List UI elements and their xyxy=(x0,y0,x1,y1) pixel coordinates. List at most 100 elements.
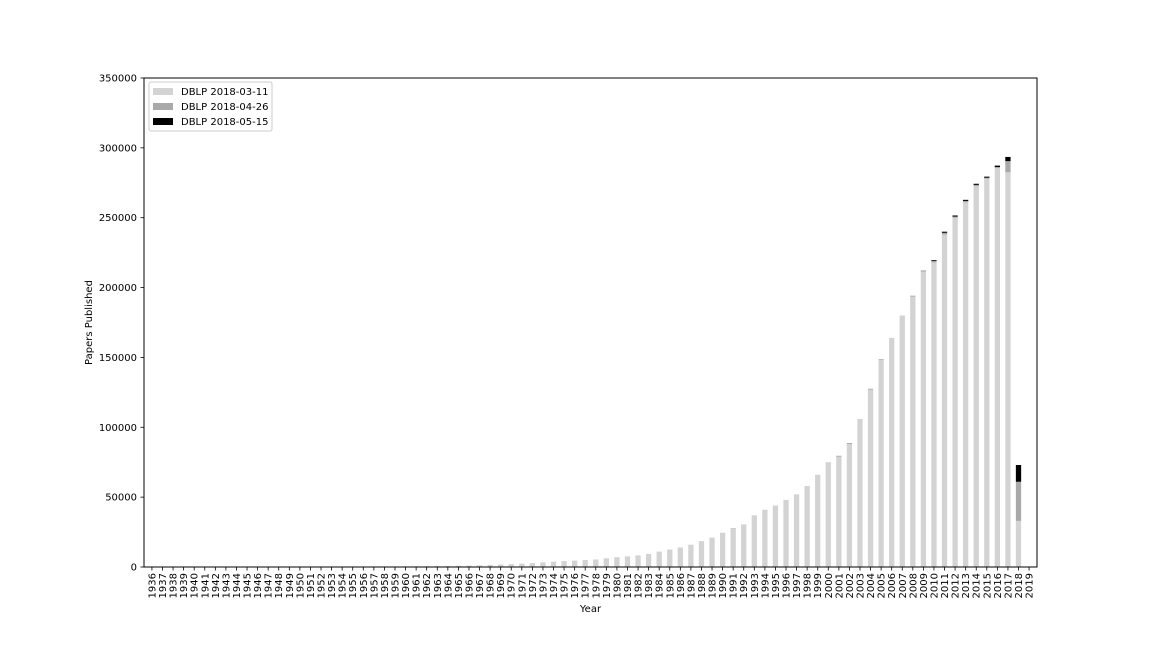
x-tick-label: 2012 xyxy=(951,573,962,598)
bar-2017-series-3 xyxy=(1005,156,1011,162)
bar-2017-series-1 xyxy=(1005,172,1011,567)
bar-2002-series-2 xyxy=(846,443,853,445)
bar-1981-series-1 xyxy=(624,556,631,567)
x-tick-label: 1977 xyxy=(581,573,592,598)
y-tick-label: 350000 xyxy=(99,74,137,85)
x-tick-label: 1969 xyxy=(496,573,507,598)
x-axis-ticks: 1936 1937 1938 1939 1940 1941 1942 1943 1944 1945… xyxy=(147,567,1036,598)
bar-1975-series-1 xyxy=(561,561,567,567)
x-tick-label: 2013 xyxy=(961,573,972,598)
x-tick-label: 1980 xyxy=(612,573,623,598)
x-tick-label: 2010 xyxy=(929,573,940,598)
y-axis-title: Papers Published xyxy=(84,280,95,365)
x-tick-label: 1994 xyxy=(760,573,771,598)
x-tick-label: 1992 xyxy=(739,573,750,598)
x-tick-label: 2003 xyxy=(855,573,866,598)
bar-2003-series-1 xyxy=(857,418,863,567)
x-tick-label: 1984 xyxy=(655,573,666,598)
x-tick-label: 1948 xyxy=(274,573,285,598)
bar-1969-series-1 xyxy=(498,564,504,567)
bar-1972-series-1 xyxy=(529,563,536,567)
x-tick-label: 1978 xyxy=(591,573,602,598)
x-tick-label: 1938 xyxy=(169,573,180,598)
x-tick-label: 1983 xyxy=(644,573,655,598)
y-tick-label: 300000 xyxy=(99,143,137,154)
y-tick-label: 200000 xyxy=(99,283,137,294)
x-tick-label: 1954 xyxy=(338,573,349,598)
bar-1977-series-1 xyxy=(582,560,588,567)
legend-label-1: DBLP 2018-03-11 xyxy=(181,87,268,98)
x-tick-label: 1955 xyxy=(348,573,359,598)
bar-2015-series-3 xyxy=(984,176,990,178)
bar-2018-series-1 xyxy=(1015,520,1022,567)
bar-1984-series-1 xyxy=(656,551,662,567)
bar-1968-series-1 xyxy=(487,564,493,567)
bar-2002-series-1 xyxy=(846,444,853,567)
y-tick-label: 0 xyxy=(131,563,137,574)
bar-2013-series-2 xyxy=(963,200,969,203)
x-tick-label: 2015 xyxy=(982,573,993,598)
bar-2001-series-1 xyxy=(836,456,842,567)
bar-1985-series-1 xyxy=(667,549,673,567)
x-tick-label: 1950 xyxy=(295,573,306,598)
x-tick-label: 1993 xyxy=(750,573,761,598)
x-tick-label: 1996 xyxy=(782,573,793,598)
x-tick-label: 1951 xyxy=(306,573,317,598)
x-tick-label: 2000 xyxy=(824,573,835,598)
bar-1978-series-1 xyxy=(593,559,599,567)
x-tick-label: 1943 xyxy=(221,573,232,598)
x-tick-label: 1937 xyxy=(158,573,169,598)
bar-1966-series-1 xyxy=(466,565,472,567)
bar-2010-series-1 xyxy=(931,262,937,567)
x-tick-label: 1956 xyxy=(359,573,370,598)
x-tick-label: 2005 xyxy=(877,573,888,598)
bar-2018-series-3 xyxy=(1015,465,1022,482)
bar-2006-series-1 xyxy=(889,337,895,567)
x-tick-label: 1945 xyxy=(243,573,254,598)
bar-1995-series-1 xyxy=(772,505,779,567)
bar-1983-series-1 xyxy=(645,553,652,567)
x-tick-label: 1998 xyxy=(803,573,814,598)
bar-2010-series-3 xyxy=(931,260,937,262)
x-tick-label: 2004 xyxy=(866,573,877,598)
bar-1988-series-1 xyxy=(698,541,705,567)
x-tick-label: 2014 xyxy=(972,573,983,598)
x-tick-label: 1942 xyxy=(211,573,222,598)
bar-2011-series-2 xyxy=(941,232,948,235)
bar-1993-series-1 xyxy=(751,515,757,567)
x-tick-label: 1944 xyxy=(232,573,243,598)
legend-label-2: DBLP 2018-04-26 xyxy=(181,102,268,113)
x-tick-label: 1973 xyxy=(538,573,549,598)
x-tick-label: 1965 xyxy=(454,573,465,598)
x-tick-label: 2016 xyxy=(993,573,1004,598)
x-tick-label: 1957 xyxy=(369,573,380,598)
bar-2009-series-2 xyxy=(920,270,927,272)
x-tick-label: 1991 xyxy=(729,573,740,598)
x-tick-label: 1970 xyxy=(507,573,518,598)
bar-2008-series-2 xyxy=(910,295,916,297)
x-tick-label: 1990 xyxy=(718,573,729,598)
legend-box xyxy=(148,81,273,132)
x-tick-label: 1986 xyxy=(676,573,687,598)
x-tick-label: 2019 xyxy=(1025,573,1036,598)
bar-2001-series-2 xyxy=(836,455,842,457)
x-tick-label: 1975 xyxy=(560,573,571,598)
bar-1976-series-1 xyxy=(572,560,578,567)
x-tick-label: 2001 xyxy=(834,573,845,598)
bar-2016-series-3 xyxy=(994,165,1001,167)
x-tick-label: 2006 xyxy=(887,573,898,598)
x-tick-label: 1962 xyxy=(422,573,433,598)
x-tick-label: 1972 xyxy=(528,573,539,598)
plot-frame xyxy=(143,77,1038,568)
bar-1982-series-1 xyxy=(635,555,641,567)
bar-1986-series-1 xyxy=(677,547,683,567)
bar-1970-series-1 xyxy=(508,564,514,567)
x-tick-label: 1958 xyxy=(380,573,391,598)
legend-label-3: DBLP 2018-05-15 xyxy=(181,117,268,128)
bar-1999-series-1 xyxy=(815,474,821,567)
bar-2012-series-3 xyxy=(952,215,958,217)
x-tick-label: 1971 xyxy=(517,573,528,598)
bar-2010-series-2 xyxy=(931,261,937,263)
x-tick-label: 1952 xyxy=(317,573,328,598)
